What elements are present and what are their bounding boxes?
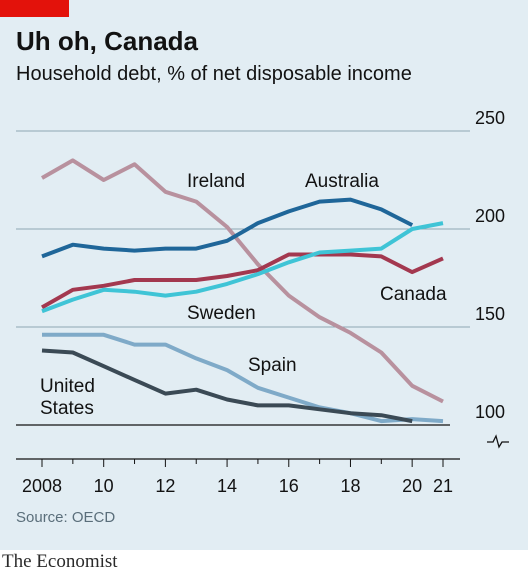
gridlines — [16, 130, 470, 426]
chart-title: Uh oh, Canada — [16, 26, 199, 56]
series-lines — [41, 158, 444, 424]
x-axis: 2008 10 12 14 16 18 20 21 — [16, 458, 460, 496]
chart-subtitle: Household debt, % of net disposable inco… — [16, 63, 412, 85]
series-line-australia — [41, 197, 414, 259]
x-tick-label-2020: 20 — [402, 476, 422, 496]
series-label-sweden: Sweden — [187, 303, 256, 324]
y-tick-label-200: 200 — [475, 206, 505, 226]
series-label-spain: Spain — [248, 355, 297, 376]
series-line-spain — [42, 332, 444, 424]
y-axis: 100 150 200 250 — [475, 108, 509, 449]
series-label-australia: Australia — [305, 171, 379, 192]
series-label-united-states: United States — [40, 376, 95, 419]
series-line-sweden — [41, 221, 444, 314]
x-tick-label-2016: 16 — [279, 476, 299, 496]
series-line-canada — [41, 252, 444, 310]
y-tick-label-100: 100 — [475, 402, 505, 422]
x-tick-label-2012: 12 — [155, 476, 175, 496]
x-tick-label-2010: 10 — [94, 476, 114, 496]
series-label-ireland: Ireland — [187, 171, 245, 192]
source-note: Source: OECD — [16, 509, 116, 526]
brand-logo: The Economist — [2, 551, 118, 572]
line-chart: 100 150 200 250 2008 10 12 14 16 18 20 21 Ireland A… — [16, 108, 509, 496]
y-tick-label-250: 250 — [475, 108, 505, 128]
x-tick-label-2008: 2008 — [22, 476, 62, 496]
chart-card: Uh oh, Canada Household debt, % of net d… — [0, 0, 528, 550]
x-tick-label-2014: 14 — [217, 476, 237, 496]
series-labels: Ireland Australia Canada Sweden Spain United S… — [40, 171, 447, 419]
x-tick-label-2018: 18 — [340, 476, 360, 496]
x-tick-label-2021: 21 — [433, 476, 453, 496]
series-line-united-states — [41, 348, 413, 424]
axis-break-icon — [487, 434, 509, 449]
series-label-canada: Canada — [380, 284, 447, 305]
series-line-ireland — [41, 158, 444, 404]
brand-accent-bar — [0, 0, 69, 17]
y-tick-label-150: 150 — [475, 304, 505, 324]
